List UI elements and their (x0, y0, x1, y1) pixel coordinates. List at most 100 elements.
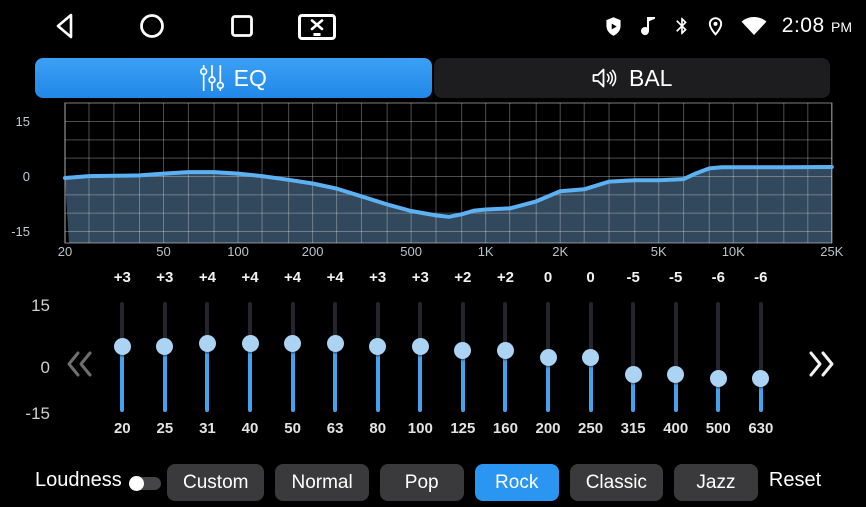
band-slider-thumb[interactable] (539, 348, 557, 366)
graph-x-tick-label: 20 (57, 244, 73, 259)
band-slider-thumb[interactable] (156, 338, 174, 355)
status-bar: 2:08 PM (0, 0, 866, 52)
band-frequency-label: 25 (156, 420, 174, 437)
band-slider-fill (418, 346, 423, 412)
band-slider-track[interactable] (162, 302, 167, 412)
graph-grid (64, 103, 833, 243)
curve-area-fill (65, 167, 832, 243)
band-gain-value: 0 (543, 269, 553, 286)
graph-x-tick-label: 100 (227, 244, 249, 259)
band-slider-track[interactable] (673, 302, 678, 412)
previous-bands-chevron-icon[interactable] (60, 344, 100, 384)
band-slider-thumb[interactable] (496, 341, 514, 359)
band-slider-thumb[interactable] (284, 334, 302, 352)
band-slider-track[interactable] (631, 302, 636, 412)
equalizer-sliders-icon (199, 65, 224, 91)
preset-button-normal[interactable]: Normal (275, 464, 369, 501)
security-shield-icon (606, 16, 621, 36)
band-slider-fill (758, 378, 763, 412)
band-frequency-label: 160 (492, 420, 518, 437)
band-frequency-label: 20 (113, 420, 131, 437)
band-frequency-label: 40 (241, 420, 259, 437)
wifi-icon (741, 17, 767, 35)
band-slider-thumb[interactable] (113, 338, 131, 355)
band-frequency-label: 125 (450, 420, 476, 437)
band-slider-track[interactable] (375, 302, 380, 412)
slider-scale-zero: 0 (40, 358, 50, 377)
band-frequency-label: 250 (578, 420, 604, 437)
band-slider-fill (503, 350, 508, 412)
band-frequency-label: 315 (620, 420, 646, 437)
band-slider-thumb[interactable] (198, 334, 216, 352)
tab-eq[interactable]: EQ (35, 58, 432, 98)
band-slider-thumb[interactable] (582, 348, 600, 366)
band-slider-fill (162, 346, 167, 412)
band-slider-thumb[interactable] (624, 366, 642, 383)
band-frequency-label: 400 (663, 420, 689, 437)
band-gain-value: -6 (711, 269, 725, 286)
graph-border (64, 102, 833, 244)
band-frequency-label: 500 (705, 420, 731, 437)
screenshot-icon[interactable] (298, 14, 336, 40)
band-frequency-label: 50 (284, 420, 301, 437)
band-slider-thumb[interactable] (369, 338, 387, 355)
band-slider-thumb[interactable] (752, 369, 770, 387)
band-slider-thumb[interactable] (411, 338, 429, 355)
graph-y-label-max: 15 (15, 114, 30, 129)
graph-y-label-min: -15 (11, 224, 30, 239)
home-icon[interactable] (138, 12, 166, 40)
band-slider-track[interactable] (716, 302, 721, 412)
preset-button-rock[interactable]: Rock (474, 464, 559, 501)
band-slider-track[interactable] (333, 302, 338, 412)
speaker-volume-icon (592, 68, 617, 88)
band-frequency-label: 200 (535, 420, 561, 437)
graph-x-tick-label: 10K (721, 244, 745, 259)
band-gain-value: +4 (241, 269, 259, 286)
band-slider-thumb[interactable] (326, 334, 344, 352)
band-gain-value: +3 (113, 269, 131, 286)
band-slider-track[interactable] (248, 302, 252, 412)
loudness-toggle-knob (129, 476, 144, 491)
slider-scale-max: 15 (31, 296, 50, 315)
loudness-toggle[interactable] (129, 476, 161, 491)
band-slider-thumb[interactable] (709, 369, 727, 387)
band-frequency-label: 630 (748, 420, 774, 437)
graph-x-tick-label: 1K (477, 244, 494, 259)
band-slider-track[interactable] (758, 302, 763, 412)
preset-button-pop[interactable]: Pop (379, 464, 464, 501)
band-slider-fill (673, 374, 678, 412)
graph-x-tick-label: 500 (400, 244, 422, 259)
band-slider-track[interactable] (290, 302, 295, 412)
band-slider-fill (588, 357, 593, 412)
preset-button-classic[interactable]: Classic (569, 464, 663, 501)
band-frequency-label: 63 (326, 420, 344, 437)
slider-scale-min: -15 (25, 404, 50, 423)
preset-button-custom[interactable]: Custom (167, 464, 265, 501)
next-bands-chevron-icon[interactable] (801, 344, 841, 384)
preset-button-jazz[interactable]: Jazz (673, 464, 758, 501)
recents-icon[interactable] (228, 12, 256, 40)
tab-bal[interactable]: BAL (433, 58, 830, 98)
band-gain-value: -5 (669, 269, 683, 286)
band-slider-track[interactable] (418, 302, 423, 412)
location-icon (708, 16, 722, 36)
tab-bal-label: BAL (629, 64, 673, 91)
band-gain-value: +3 (369, 269, 387, 286)
reset-button[interactable]: Reset (768, 469, 822, 491)
back-icon[interactable] (52, 12, 78, 40)
band-slider-fill (120, 346, 125, 412)
band-gain-value: +3 (156, 269, 174, 286)
band-slider-track[interactable] (120, 302, 125, 412)
graph-x-tick-label: 25K (820, 244, 844, 259)
band-slider-thumb[interactable] (667, 366, 685, 383)
bluetooth-icon (675, 17, 687, 35)
band-slider-fill (375, 346, 380, 412)
band-slider-thumb[interactable] (241, 334, 259, 352)
band-slider-thumb[interactable] (454, 341, 472, 359)
graph-x-tick-label: 200 (301, 244, 324, 259)
band-gain-value: -6 (754, 269, 768, 286)
band-slider-track[interactable] (205, 302, 210, 412)
band-frequency-label: 31 (199, 420, 216, 437)
tab-eq-label: EQ (233, 64, 267, 91)
